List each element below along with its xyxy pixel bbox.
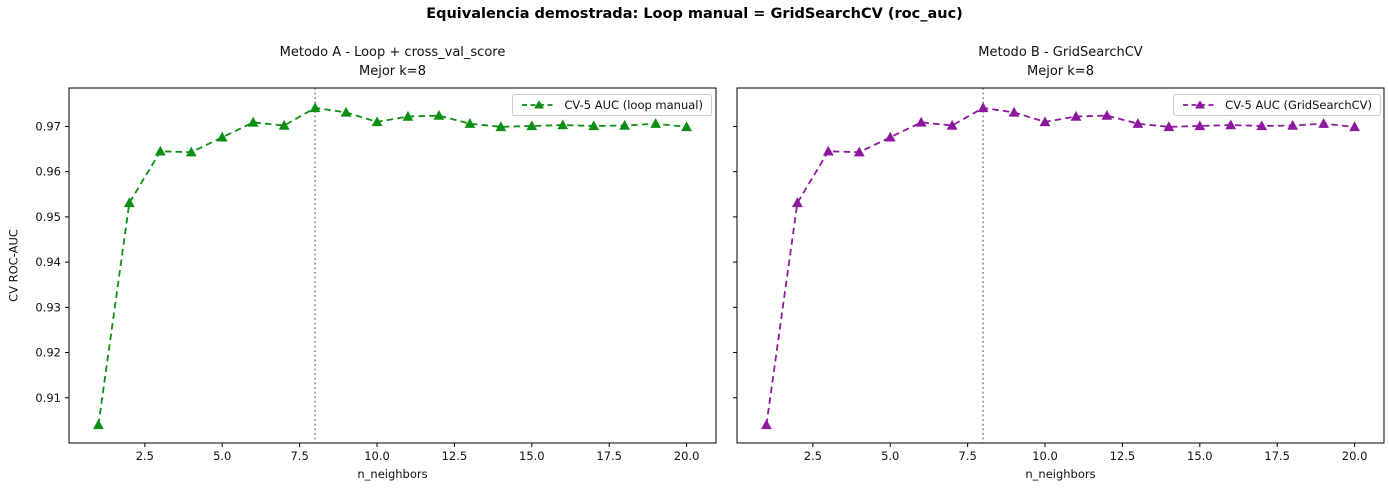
x-tick-label: 20.0 [674,449,700,463]
data-point-marker [278,119,290,130]
x-tick-label: 15.0 [519,449,545,463]
legend-sample-marker [1195,100,1206,109]
data-point-marker [433,109,445,120]
subplot-b-title-line2: Mejor k=8 [1027,63,1094,79]
data-point-marker [1070,110,1082,121]
data-point-marker [309,102,321,113]
data-point-marker [619,119,631,130]
x-tick-label: 15.0 [1187,449,1213,463]
x-tick-label: 17.5 [1264,449,1290,463]
legend-a: CV-5 AUC (loop manual) [512,94,712,116]
data-point-marker [1008,106,1020,117]
x-tick-label: 10.0 [1032,449,1058,463]
axes-frame [736,87,1385,444]
data-point-marker [402,110,414,121]
data-point-marker [1287,119,1299,130]
x-tick-label: 12.5 [442,449,468,463]
x-tick-label: 7.5 [958,449,976,463]
x-tick-label: 12.5 [1110,449,1136,463]
data-point-marker [526,120,538,131]
data-point-marker [853,146,865,157]
x-tick-label: 20.0 [1342,449,1368,463]
data-point-marker [650,118,662,128]
y-tick-label: 0.93 [35,300,61,314]
data-point-marker [123,197,135,208]
legend-b: CV-5 AUC (GridSearchCV) [1173,94,1381,116]
data-point-marker [1132,118,1144,128]
data-point-marker [495,121,507,132]
x-tick-label: 5.0 [213,449,231,463]
data-point-marker [1225,119,1237,130]
data-point-marker [977,102,989,113]
data-point-marker [1039,116,1051,127]
data-point-marker [247,116,259,127]
subplot-a-title: Metodo A - Loop + cross_val_score Mejor … [69,44,716,81]
legend-line-sample-a [522,100,557,109]
data-point-marker [822,145,834,156]
data-point-marker [1318,118,1330,128]
x-tick-label: 17.5 [596,449,622,463]
y-tick-label: 0.97 [35,119,61,133]
data-point-marker [371,116,383,127]
data-point-marker [884,131,896,142]
subplot-b-title: Metodo B - GridSearchCV Mejor k=8 [737,44,1384,81]
data-point-marker [216,131,228,142]
data-point-marker [154,145,166,156]
x-axis-label-b: n_neighbors [1025,467,1096,481]
x-tick-label: 7.5 [290,449,308,463]
data-line [765,106,1355,426]
subplot-a-title-line1: Metodo A - Loop + cross_val_score [279,45,506,60]
data-point-marker [1194,120,1206,131]
x-tick-label: 2.5 [804,449,822,463]
x-axis-label-a: n_neighbors [357,467,428,481]
data-point-marker [1163,121,1175,132]
data-point-marker [185,146,197,157]
y-tick-label: 0.96 [35,165,61,179]
axes-frame [68,87,717,444]
y-tick-label: 0.95 [35,210,61,224]
data-line [97,106,687,426]
y-tick-label: 0.94 [35,255,61,269]
data-point-marker [915,116,927,127]
data-point-marker [761,419,772,430]
data-point-marker [791,197,803,208]
data-point-marker [93,419,104,430]
legend-label-a: CV-5 AUC (loop manual) [564,98,703,112]
x-tick-label: 10.0 [364,449,390,463]
data-point-marker [340,106,352,117]
data-point-marker [946,119,958,130]
figure-title: Equivalencia demostrada: Loop manual = G… [426,6,963,22]
subplot-b-title-line1: Metodo B - GridSearchCV [978,45,1143,60]
data-point-marker [1349,121,1360,132]
x-tick-label: 5.0 [881,449,899,463]
data-point-marker [464,118,476,128]
subplot-a-title-line2: Mejor k=8 [359,63,426,79]
x-tick-label: 2.5 [136,449,154,463]
legend-label-b: CV-5 AUC (GridSearchCV) [1225,98,1372,112]
y-tick-label: 0.91 [35,391,61,405]
data-point-marker [1256,120,1268,131]
legend-sample-marker [534,100,545,109]
data-point-marker [557,119,569,130]
data-point-marker [1101,109,1113,120]
legend-line-sample-b [1183,100,1218,109]
data-point-marker [588,120,600,131]
data-point-marker [681,121,692,132]
y-tick-label: 0.92 [35,346,61,360]
